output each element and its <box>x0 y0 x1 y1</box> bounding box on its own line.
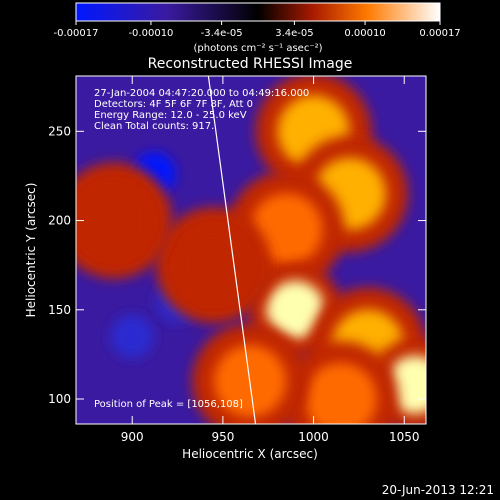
colorbar-tick-label: -0.00017 <box>54 28 99 39</box>
colorbar <box>75 2 441 22</box>
solar-limb-line <box>207 76 257 424</box>
peak-position-label: Position of Peak = [1056,108] <box>94 399 243 410</box>
bright-source <box>266 280 325 339</box>
annotations: 27-Jan-2004 04:47:20.000 to 04:49:16.000… <box>94 88 309 132</box>
colorbar-tick-label: 3.4e-05 <box>275 28 313 39</box>
x-axis-label: Heliocentric X (arcsec) <box>182 447 318 461</box>
bright-source <box>77 184 151 257</box>
y-tick-label: 200 <box>48 214 71 228</box>
axis-ticks: 900 950 1000 1050 100 150 200 250 <box>48 76 426 444</box>
x-tick-label: 1050 <box>389 430 420 444</box>
x-tick-label: 1000 <box>298 430 329 444</box>
y-tick-label: 250 <box>48 124 71 138</box>
colorbar-tick-label: -0.00010 <box>128 28 173 39</box>
plot-frame <box>75 75 427 425</box>
bright-source <box>304 362 378 424</box>
annotation-line: 27-Jan-2004 04:47:20.000 to 04:49:16.000 <box>94 88 309 99</box>
colorbar-ticks: -0.00017 -0.00010 -3.4e-05 3.4e-05 0.00010 0.… <box>54 21 461 39</box>
colorbar-tick-label: 0.00010 <box>344 28 385 39</box>
y-tick-label: 100 <box>48 392 71 406</box>
bright-source <box>177 228 251 302</box>
colorbar-tick-label: -3.4e-05 <box>201 28 243 39</box>
chart-title: Reconstructed RHESSI Image <box>148 56 353 72</box>
annotation-line: Energy Range: 12.0 - 25.0 keV <box>94 110 247 121</box>
timestamp-footer: 20-Jun-2013 12:21 <box>381 483 494 497</box>
colorbar-unit: (photons cm⁻² s⁻¹ asec⁻²) <box>193 43 322 54</box>
y-tick-label: 150 <box>48 303 71 317</box>
heatmap-field <box>76 76 426 424</box>
colorbar-tick-label: 0.00017 <box>419 28 460 39</box>
x-tick-label: 900 <box>121 430 144 444</box>
annotation-line: Detectors: 4F 5F 6F 7F 8F, Att 0 <box>94 99 253 110</box>
dim-source <box>110 314 154 359</box>
y-axis-label: Heliocentric Y (arcsec) <box>24 183 38 318</box>
annotation-line: Clean Total counts: 917. <box>94 121 214 132</box>
x-tick-label: 950 <box>211 430 234 444</box>
